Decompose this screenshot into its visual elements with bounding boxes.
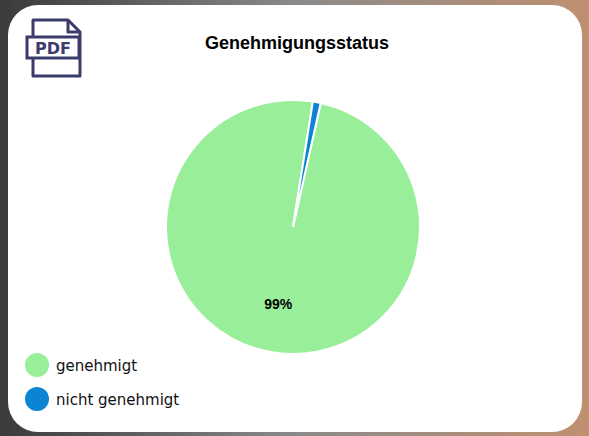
chart-root: PDF Genehmigungsstatus 99% genehmigt nicht g… bbox=[0, 0, 589, 436]
legend: genehmigt nicht genehmigt bbox=[25, 353, 179, 411]
legend-swatch bbox=[25, 353, 49, 377]
legend-label: nicht genehmigt bbox=[56, 391, 179, 409]
pdf-icon-fold bbox=[68, 20, 80, 32]
legend-label: genehmigt bbox=[56, 357, 137, 375]
legend-swatch bbox=[25, 387, 49, 411]
pdf-icon-label: PDF bbox=[35, 39, 71, 58]
card bbox=[8, 5, 582, 432]
data-labels: 99% bbox=[264, 296, 293, 312]
pie bbox=[166, 100, 420, 354]
pie-slice bbox=[166, 100, 420, 354]
pdf-icon[interactable]: PDF bbox=[27, 20, 80, 76]
pdf-icon-band bbox=[27, 37, 79, 58]
chart-title: Genehmigungsstatus bbox=[205, 33, 389, 53]
pie-slice bbox=[293, 102, 321, 227]
data-label: 99% bbox=[264, 296, 293, 312]
